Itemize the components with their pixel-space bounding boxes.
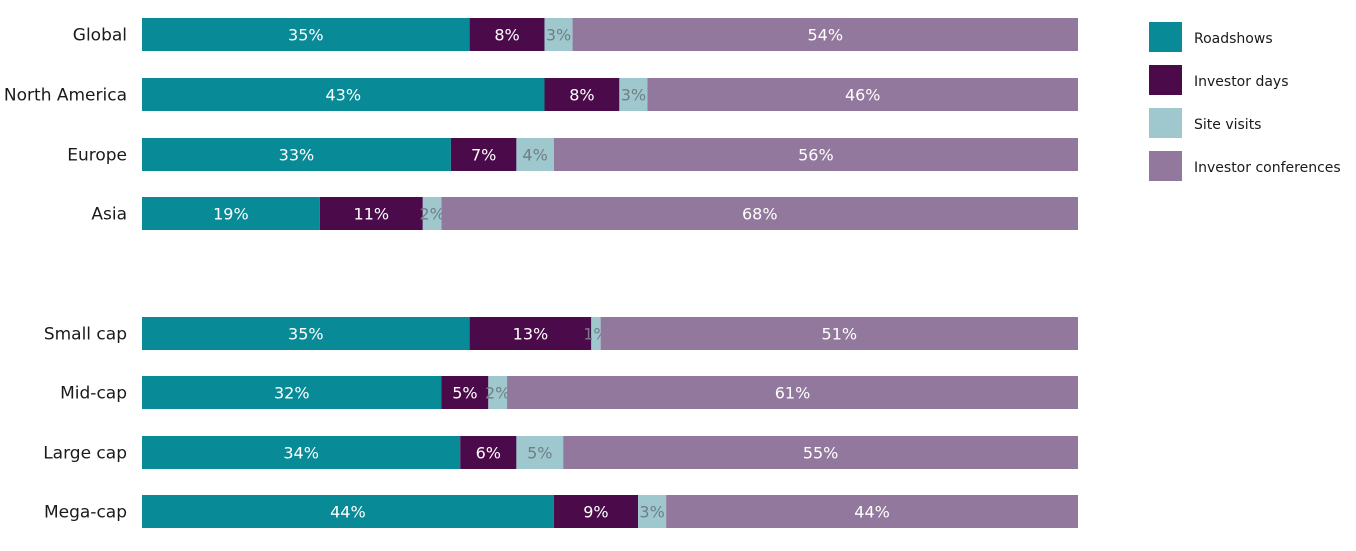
- bar-segment-site-visits: [619, 78, 648, 111]
- bar-segment-site-visits: [638, 495, 667, 528]
- category-label: Mega-cap: [44, 503, 127, 523]
- category-label: Mid-cap: [60, 384, 127, 404]
- legend-item-site-visits: Site visits: [1149, 108, 1261, 138]
- data-label: 35%: [288, 325, 324, 344]
- category-label: Asia: [91, 205, 127, 225]
- data-label: 3%: [546, 26, 571, 45]
- legend: Roadshows Investor days Site visits Investo…: [1149, 22, 1341, 181]
- bar-row-global: Global 35% 8% 3% 54%: [73, 18, 1078, 51]
- data-label: 55%: [803, 444, 839, 463]
- data-label: 2%: [419, 205, 444, 224]
- bar-segment-investor-days: [553, 495, 639, 528]
- data-label: 9%: [583, 503, 608, 522]
- data-label: 32%: [274, 384, 310, 403]
- data-label: 8%: [569, 86, 594, 105]
- bar-row-small-cap: Small cap 35% 13% 1% 51%: [44, 317, 1078, 350]
- legend-label: Investor days: [1194, 74, 1289, 90]
- bar-segment-roadshows: [142, 436, 461, 469]
- legend-label: Investor conferences: [1194, 160, 1341, 176]
- bar-segment-investor-conferences: [441, 197, 1078, 230]
- bar-row-asia: Asia 19% 11% 2% 68%: [91, 197, 1078, 230]
- data-label: 5%: [452, 384, 477, 403]
- bar-segment-roadshows: [142, 495, 554, 528]
- category-label: Europe: [67, 146, 127, 166]
- legend-swatch: [1149, 151, 1182, 181]
- legend-item-investor-conferences: Investor conferences: [1149, 151, 1341, 181]
- bar-segment-investor-conferences: [563, 436, 1078, 469]
- bar-segment-investor-days: [460, 436, 517, 469]
- data-label: 4%: [522, 146, 547, 165]
- category-label: North America: [4, 86, 127, 106]
- data-label: 44%: [330, 503, 366, 522]
- data-label: 51%: [822, 325, 858, 344]
- data-label: 56%: [798, 146, 834, 165]
- data-label: 33%: [279, 146, 315, 165]
- legend-label: Site visits: [1194, 117, 1261, 133]
- legend-item-roadshows: Roadshows: [1149, 22, 1273, 52]
- data-label: 43%: [325, 86, 361, 105]
- data-label: 2%: [485, 384, 510, 403]
- bar-segment-roadshows: [142, 78, 545, 111]
- bar-segment-investor-conferences: [600, 317, 1078, 350]
- data-label: 44%: [854, 503, 890, 522]
- data-label: 6%: [476, 444, 501, 463]
- data-label: 35%: [288, 26, 324, 45]
- bar-segment-investor-days: [319, 197, 423, 230]
- legend-label: Roadshows: [1194, 31, 1273, 47]
- category-label: Large cap: [43, 444, 127, 464]
- bar-row-north-america: North America 43% 8% 3% 46%: [4, 78, 1078, 111]
- bar-segment-site-visits: [591, 317, 601, 350]
- bar-segment-investor-conferences: [507, 376, 1078, 409]
- legend-item-investor-days: Investor days: [1149, 65, 1289, 95]
- category-label: Global: [73, 26, 127, 46]
- data-label: 8%: [494, 26, 519, 45]
- bar-segment-investor-days: [469, 18, 545, 51]
- data-label: 19%: [213, 205, 249, 224]
- bar-segment-site-visits: [516, 436, 564, 469]
- bar-segment-roadshows: [142, 317, 470, 350]
- data-label: 61%: [775, 384, 811, 403]
- bar-segment-site-visits: [422, 197, 442, 230]
- bar-segment-investor-days: [544, 78, 620, 111]
- data-label: 11%: [354, 205, 390, 224]
- bar-row-mid-cap: Mid-cap 32% 5% 2% 61%: [60, 376, 1078, 409]
- bar-segment-site-visits: [516, 138, 554, 171]
- data-label: 5%: [527, 444, 552, 463]
- bar-segment-site-visits: [544, 18, 573, 51]
- data-label: 7%: [471, 146, 496, 165]
- bar-segment-investor-conferences: [572, 18, 1078, 51]
- bar-segment-investor-days: [450, 138, 517, 171]
- data-label: 3%: [621, 86, 646, 105]
- bar-segment-roadshows: [142, 138, 451, 171]
- legend-swatch: [1149, 108, 1182, 138]
- bar-segment-roadshows: [142, 376, 442, 409]
- bar-segment-investor-conferences: [666, 495, 1078, 528]
- bar-segment-investor-conferences: [553, 138, 1078, 171]
- legend-swatch: [1149, 65, 1182, 95]
- bar-segment-roadshows: [142, 18, 470, 51]
- data-label: 68%: [742, 205, 778, 224]
- data-label: 34%: [283, 444, 319, 463]
- legend-swatch: [1149, 22, 1182, 52]
- data-label: 46%: [845, 86, 881, 105]
- bar-segment-investor-conferences: [647, 78, 1078, 111]
- bar-row-large-cap: Large cap 34% 6% 5% 55%: [43, 436, 1078, 469]
- bar-row-mega-cap: Mega-cap 44% 9% 3% 44%: [44, 495, 1078, 528]
- data-label: 54%: [807, 26, 843, 45]
- bar-segment-roadshows: [142, 197, 320, 230]
- data-label: 3%: [639, 503, 664, 522]
- bar-row-europe: Europe 33% 7% 4% 56%: [67, 138, 1078, 171]
- bar-segment-site-visits: [488, 376, 508, 409]
- category-label: Small cap: [44, 325, 127, 345]
- data-label: 13%: [513, 325, 549, 344]
- bars-layer: Global 35% 8% 3% 54% North America 43% 8% 3% 46% E…: [4, 18, 1078, 528]
- bar-segment-investor-days: [469, 317, 592, 350]
- bar-segment-investor-days: [441, 376, 489, 409]
